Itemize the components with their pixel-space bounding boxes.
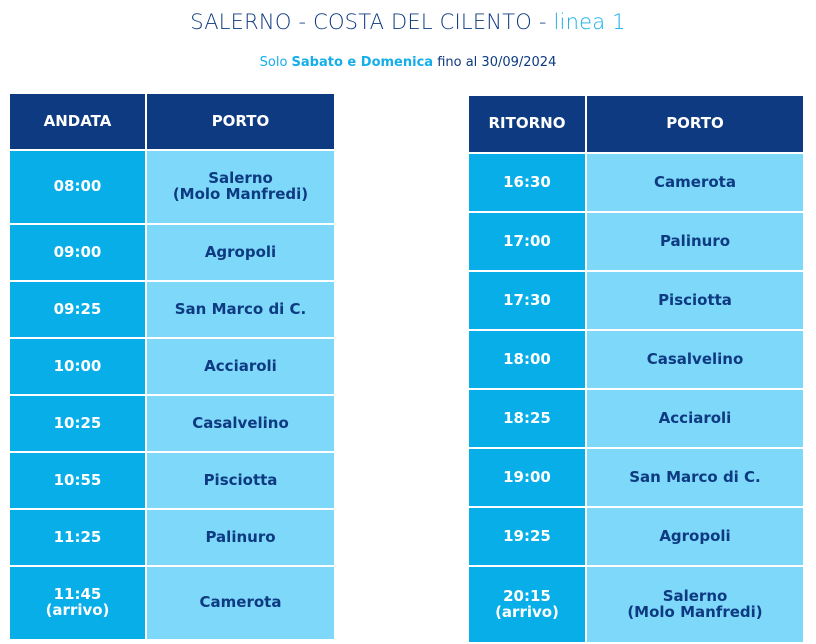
header-time: RITORNO — [469, 96, 585, 152]
time-cell: 10:25 — [10, 396, 145, 451]
port: Agropoli — [204, 242, 277, 261]
port-cell: Agropoli — [147, 225, 334, 280]
table-row: 19:00 San Marco di C. — [469, 449, 803, 506]
port-cell: Acciaroli — [147, 339, 334, 394]
time-cell: 16:30 — [469, 154, 585, 211]
port: San Marco di C. — [174, 299, 307, 318]
port: Casalvelino — [192, 413, 289, 432]
time-cell: 19:25 — [469, 508, 585, 565]
port: Salerno — [662, 586, 728, 605]
time-cell: 08:00 — [10, 151, 145, 223]
time-cell: 18:25 — [469, 390, 585, 447]
time: 16:30 — [503, 172, 551, 191]
subtitle: Solo Sabato e Domenica fino al 30/09/202… — [0, 55, 816, 70]
table-row: 11:45 (arrivo) Camerota — [10, 567, 334, 639]
table-row: 10:55 Pisciotta — [10, 453, 334, 508]
time-cell: 20:15 (arrivo) — [469, 567, 585, 642]
port-detail: (Molo Manfredi) — [627, 602, 763, 621]
time-cell: 11:25 — [10, 510, 145, 565]
time: 10:00 — [53, 356, 102, 375]
page-title: SALERNO - COSTA DEL CILENTO - linea 1 — [0, 10, 816, 34]
time: 10:25 — [53, 413, 102, 432]
time-cell: 10:00 — [10, 339, 145, 394]
table-row: 18:00 Casalvelino — [469, 331, 803, 388]
port-cell: Acciaroli — [587, 390, 803, 447]
time: 11:45 — [53, 585, 102, 604]
title-main: SALERNO - COSTA DEL CILENTO - — [190, 10, 554, 34]
time-note: (arrivo) — [495, 602, 559, 621]
port: Pisciotta — [203, 470, 278, 489]
header-row: RITORNO PORTO — [469, 96, 803, 152]
subtitle-pre: Solo — [259, 55, 292, 70]
time-cell: 10:55 — [10, 453, 145, 508]
table-row: 20:15 (arrivo) Salerno (Molo Manfredi) — [469, 567, 803, 642]
subtitle-post: fino al 30/09/2024 — [433, 55, 557, 70]
port-cell: Pisciotta — [587, 272, 803, 329]
time-cell: 19:00 — [469, 449, 585, 506]
port: Salerno — [208, 169, 273, 188]
time-cell: 18:00 — [469, 331, 585, 388]
port: Camerota — [654, 172, 736, 191]
time: 20:15 — [503, 586, 551, 605]
port-cell: Palinuro — [147, 510, 334, 565]
table-row: 16:30 Camerota — [469, 154, 803, 211]
port: Camerota — [199, 593, 282, 612]
port: Acciaroli — [204, 356, 277, 375]
time: 18:25 — [503, 408, 551, 427]
port-cell: Salerno (Molo Manfredi) — [587, 567, 803, 642]
table-row: 18:25 Acciaroli — [469, 390, 803, 447]
time-note: (arrivo) — [45, 601, 110, 619]
time-cell: 11:45 (arrivo) — [10, 567, 145, 639]
header-time: ANDATA — [10, 94, 145, 149]
table-row: 08:00 Salerno (Molo Manfredi) — [10, 151, 334, 223]
time-cell: 09:00 — [10, 225, 145, 280]
port-cell: Camerota — [587, 154, 803, 211]
port-cell: Casalvelino — [147, 396, 334, 451]
port-cell: San Marco di C. — [147, 282, 334, 337]
port-cell: Palinuro — [587, 213, 803, 270]
time-cell: 09:25 — [10, 282, 145, 337]
time: 08:00 — [53, 177, 102, 196]
table-row: 11:25 Palinuro — [10, 510, 334, 565]
time: 17:30 — [503, 290, 551, 309]
table-row: 09:25 San Marco di C. — [10, 282, 334, 337]
table-row: 10:00 Acciaroli — [10, 339, 334, 394]
table-row: 10:25 Casalvelino — [10, 396, 334, 451]
port: Agropoli — [659, 526, 731, 545]
port-cell: Casalvelino — [587, 331, 803, 388]
ritorno-table: RITORNO PORTO 16:30 Camerota 17:00 Palinuro 17… — [467, 94, 805, 644]
time: 11:25 — [53, 527, 102, 546]
port-cell: Salerno (Molo Manfredi) — [147, 151, 334, 223]
andata-table: ANDATA PORTO 08:00 Salerno (Molo Manfredi) 09… — [8, 92, 336, 641]
time-cell: 17:30 — [469, 272, 585, 329]
port-cell: Camerota — [147, 567, 334, 639]
port: San Marco di C. — [629, 467, 761, 486]
table-row: 17:30 Pisciotta — [469, 272, 803, 329]
port: Pisciotta — [658, 290, 732, 309]
port-cell: Agropoli — [587, 508, 803, 565]
port-detail: (Molo Manfredi) — [172, 185, 309, 203]
title-accent: linea 1 — [553, 10, 626, 34]
time: 18:00 — [503, 349, 551, 368]
time: 09:25 — [53, 299, 102, 318]
time: 19:25 — [503, 526, 551, 545]
header-port: PORTO — [147, 94, 334, 149]
time: 17:00 — [503, 231, 551, 250]
table-row: 19:25 Agropoli — [469, 508, 803, 565]
header-row: ANDATA PORTO — [10, 94, 334, 149]
port-cell: San Marco di C. — [587, 449, 803, 506]
time: 19:00 — [503, 467, 551, 486]
port-cell: Pisciotta — [147, 453, 334, 508]
subtitle-bold: Sabato e Domenica — [291, 55, 434, 70]
table-row: 17:00 Palinuro — [469, 213, 803, 270]
time-cell: 17:00 — [469, 213, 585, 270]
port: Palinuro — [205, 527, 276, 546]
port: Palinuro — [659, 231, 731, 250]
time: 10:55 — [53, 470, 102, 489]
table-row: 09:00 Agropoli — [10, 225, 334, 280]
time: 09:00 — [53, 242, 102, 261]
port: Casalvelino — [646, 349, 744, 368]
header-port: PORTO — [587, 96, 803, 152]
port: Acciaroli — [658, 408, 732, 427]
